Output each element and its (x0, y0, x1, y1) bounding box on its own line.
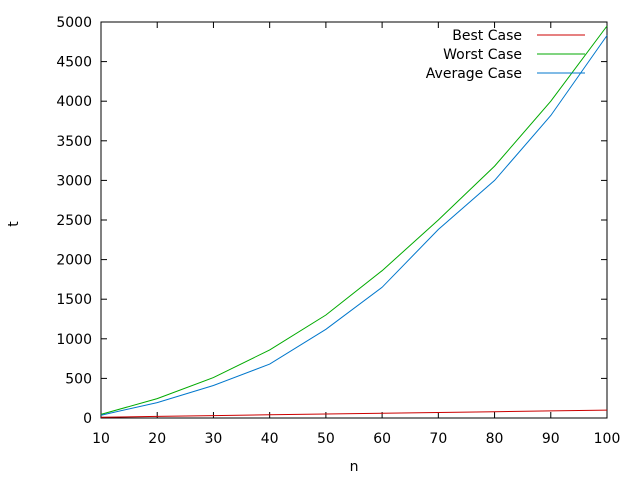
plot-frame (100, 21, 608, 419)
y-tick-label: 1000 (56, 332, 92, 348)
x-axis-label: n (350, 459, 359, 475)
y-tick-label: 2500 (56, 213, 92, 229)
x-tick-label: 80 (486, 431, 504, 447)
x-tick-label: 70 (429, 431, 447, 447)
legend-label-best-case: Best Case (452, 28, 522, 44)
x-axis: 10 20 30 40 50 60 70 80 90 100 (92, 22, 620, 447)
worst-case-line (100, 25, 608, 415)
legend-label-average-case: Average Case (426, 66, 522, 82)
y-tick-label: 4000 (56, 94, 92, 110)
x-tick-label: 50 (317, 431, 335, 447)
x-tick-label: 10 (92, 431, 110, 447)
y-tick-label: 2000 (56, 253, 92, 269)
y-tick-label: 0 (83, 411, 92, 427)
x-tick-label: 60 (373, 431, 391, 447)
legend-label-worst-case: Worst Case (443, 47, 522, 63)
series-lines (100, 25, 608, 418)
y-tick-label: 3000 (56, 173, 92, 189)
x-tick-label: 100 (594, 431, 621, 447)
best-case-line (100, 409, 608, 418)
y-tick-label: 1500 (56, 292, 92, 308)
y-axis: 0 500 1000 1500 2000 2500 3000 3500 4000 4500 5000 (56, 15, 607, 427)
x-tick-label: 20 (148, 431, 166, 447)
legend: Best Case Worst Case Average Case (426, 28, 585, 82)
average-case-line (100, 35, 608, 416)
x-tick-label: 90 (542, 431, 560, 447)
y-tick-label: 500 (65, 371, 92, 387)
y-axis-label: t (6, 221, 22, 227)
y-tick-label: 4500 (56, 55, 92, 71)
x-tick-label: 30 (205, 431, 223, 447)
x-tick-label: 40 (261, 431, 279, 447)
y-tick-label: 3500 (56, 134, 92, 150)
y-tick-label: 5000 (56, 15, 92, 31)
